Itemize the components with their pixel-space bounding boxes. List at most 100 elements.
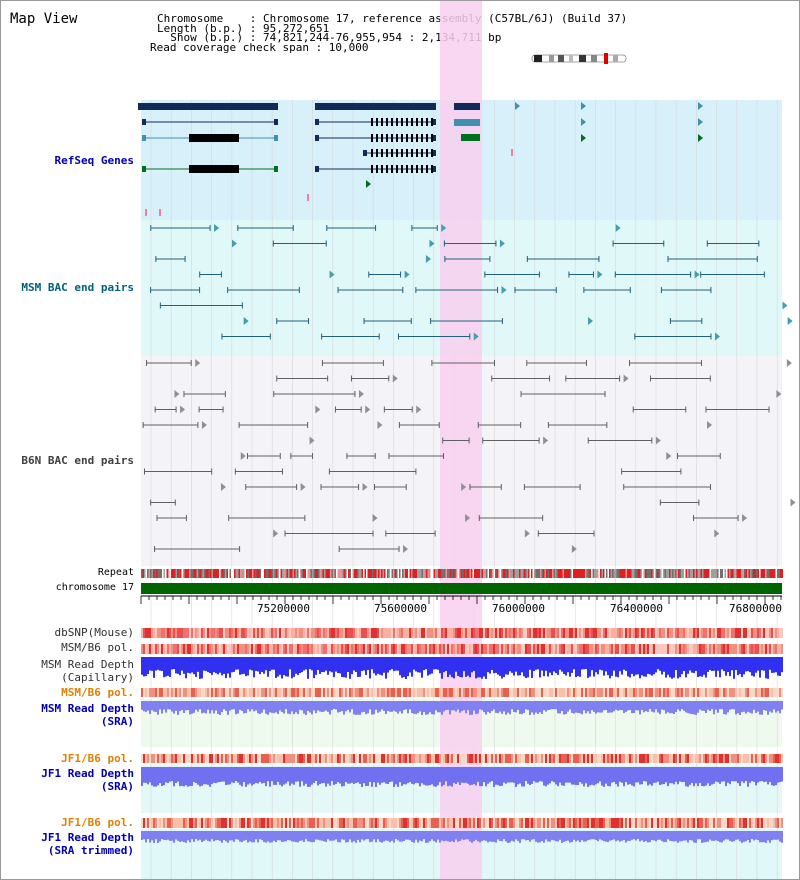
depth-bar [541,657,543,671]
repeat-element [450,569,452,578]
heatmap-cell [623,688,625,697]
msm-bac-label[interactable]: MSM BAC end pairs [21,281,134,294]
heatmap-cell [419,818,421,828]
heatmap-cell [757,688,759,697]
depth-bar [637,701,639,711]
heatmap-cell [237,818,239,828]
heatmap-cell [637,754,639,763]
depth-bar [275,831,277,843]
depth-bar [367,657,369,671]
repeat-element [222,569,224,578]
heatmap-cell [721,754,723,763]
heatmap-cell [407,628,409,638]
depth-bar [641,831,643,841]
depth-bar [691,831,693,841]
depth-bar [353,701,355,715]
heatmap-cell [259,688,261,697]
heatmap-cell [545,628,547,638]
depth-bar [167,767,169,784]
bac-end-arrow [174,390,180,398]
position-axis [140,595,782,604]
heatmap-cell [171,644,173,654]
heatmap-cell [329,644,331,654]
heatmap-cell [447,754,449,763]
refseq-genes-label[interactable]: RefSeq Genes [54,154,134,167]
heatmap-cell [387,628,389,638]
depth-bar [773,767,775,786]
heatmap-cell [251,754,253,763]
b6n-bac-label[interactable]: B6N BAC end pairs [21,454,134,467]
depth-bar [385,701,387,714]
depth-bar [453,831,455,843]
heatmap-cell [167,644,169,654]
depth-bar [705,767,707,786]
heatmap-cell [449,644,451,654]
depth-bar [625,767,627,783]
depth-bar [603,831,605,842]
depth-bar [335,767,337,784]
depth-bar [517,767,519,785]
repeat-element [666,569,668,578]
axis-tick-label: 76400000 [610,602,663,615]
depth-bar [647,657,649,674]
depth-bar [479,831,481,843]
depth-bar [581,657,583,670]
heatmap-cell [575,818,577,828]
gene-exon [421,134,423,142]
depth-bar [205,767,207,785]
depth-bar [381,767,383,783]
depth-bar [525,701,527,710]
repeat-element [432,569,434,578]
heatmap-cell [543,688,545,697]
heatmap-cell [371,628,373,638]
depth-bar [279,831,281,841]
depth-bar [483,831,485,841]
repeat-element [402,569,404,578]
heatmap-cell [681,628,683,638]
depth-bar [587,701,589,712]
heatmap-cell [531,688,533,697]
depth-bar [601,831,603,841]
heatmap-cell [261,754,263,763]
gene-exon [416,118,418,126]
depth-bar [733,657,735,679]
depth-bar [699,767,701,783]
heatmap-cell [307,628,309,638]
repeat-element [409,569,411,578]
heatmap-cell [465,628,467,638]
heatmap-cell [199,644,201,654]
heatmap-cell [429,818,431,828]
depth-bar [439,657,441,674]
depth-bar [303,657,305,671]
heatmap-cell [263,688,265,697]
repeat-element [360,569,362,578]
depth-bar [759,831,761,843]
repeat-element [168,569,170,578]
heatmap-cell [711,688,713,697]
depth-bar [721,831,723,843]
heatmap-cell [271,818,273,828]
repeat-element [156,569,158,578]
heatmap-cell [437,644,439,654]
depth-bar [579,767,581,783]
repeat-element [559,569,561,578]
depth-bar [215,767,217,784]
heatmap-cell [459,644,461,654]
heatmap-cell [651,644,653,654]
gene-block [189,165,239,173]
heatmap-cell [441,818,443,828]
repeat-element [583,569,585,578]
depth-bar [289,657,291,670]
depth-bar [681,767,683,783]
heatmap-cell [659,628,661,638]
heatmap-cell [751,688,753,697]
depth-bar [483,767,485,783]
depth-bar [241,701,243,711]
repeat-element [234,569,236,578]
heatmap-cell [553,628,555,638]
depth-bar [771,767,773,786]
heatmap-cell [645,688,647,697]
heatmap-cell [165,818,167,828]
heatmap-cell [471,754,473,763]
